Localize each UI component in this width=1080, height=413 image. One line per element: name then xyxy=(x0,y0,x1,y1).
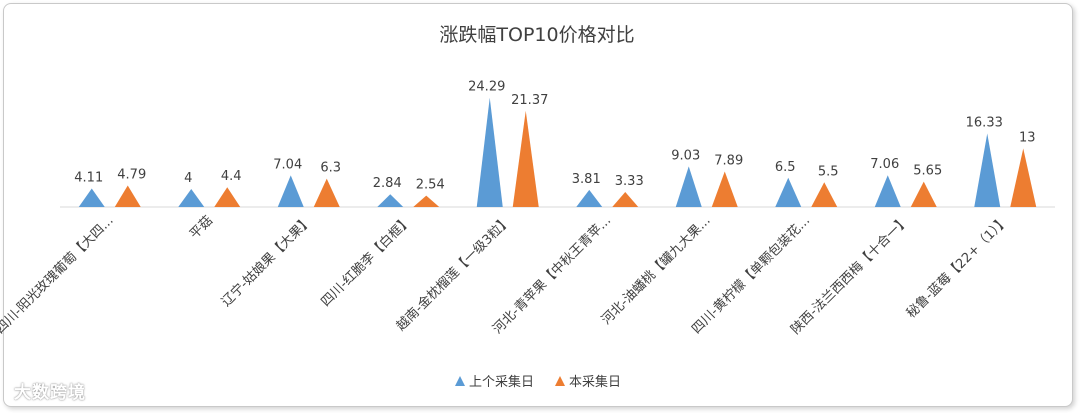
data-label-series-1-0: 4.79 xyxy=(117,167,146,182)
category-tick-label-9: 秘鲁-蓝莓【22+（1）】 xyxy=(904,213,1012,321)
data-label-series-1-9: 13 xyxy=(1019,131,1036,146)
triangle-mark-series-0-9 xyxy=(974,133,1001,207)
triangle-mark-series-0-3 xyxy=(377,194,404,207)
data-label-series-1-4: 21.37 xyxy=(511,93,548,108)
category-tick-label-8: 陕西-法兰西西梅【十合一】 xyxy=(788,213,912,337)
triangle-mark-series-1-9 xyxy=(1010,148,1037,207)
triangle-mark-series-1-7 xyxy=(811,182,838,207)
data-label-series-0-4: 24.29 xyxy=(468,80,505,95)
triangle-mark-series-0-0 xyxy=(78,188,105,207)
triangle-mark-series-0-6 xyxy=(675,166,702,207)
triangle-mark-series-1-5 xyxy=(612,192,639,207)
category-tick-label-6: 河北-油蟠桃【罐九大果... xyxy=(599,213,714,328)
legend-label-0: 上个采集日 xyxy=(469,374,534,390)
triangle-mark-series-1-6 xyxy=(711,171,738,207)
data-label-series-1-1: 4.4 xyxy=(221,169,242,184)
triangle-mark-series-1-3 xyxy=(413,195,440,207)
data-label-series-0-2: 7.04 xyxy=(273,157,302,172)
data-label-series-1-8: 5.65 xyxy=(913,164,942,179)
data-label-series-0-3: 2.84 xyxy=(373,176,402,191)
legend-marker-0 xyxy=(455,376,465,386)
category-tick-label-2: 辽宁-姑娘果【大果】 xyxy=(218,213,315,310)
data-label-series-0-8: 7.06 xyxy=(870,157,899,172)
triangle-mark-series-1-1 xyxy=(214,187,241,207)
data-label-series-0-5: 3.81 xyxy=(572,172,601,187)
triangle-mark-series-1-4 xyxy=(512,110,539,207)
category-tick-label-5: 河北-青苹果【中秋王青苹... xyxy=(490,213,614,337)
data-label-series-0-0: 4.11 xyxy=(74,171,103,186)
triangle-mark-series-0-5 xyxy=(576,189,603,207)
data-label-series-1-6: 7.89 xyxy=(714,153,743,168)
triangle-mark-series-1-8 xyxy=(910,181,937,207)
category-tick-label-0: 四川-阳光玫瑰葡萄【大四... xyxy=(0,213,117,338)
watermark-logo: 大数跨境 xyxy=(14,383,86,403)
triangle-mark-series-0-2 xyxy=(277,175,304,207)
data-label-series-0-1: 4 xyxy=(184,171,192,186)
triangle-mark-series-0-8 xyxy=(874,175,901,207)
data-label-series-1-5: 3.33 xyxy=(615,174,644,189)
legend-marker-1 xyxy=(555,376,565,386)
data-label-series-1-3: 2.54 xyxy=(416,178,445,193)
legend-label-1: 本采集日 xyxy=(569,374,621,390)
category-tick-label-7: 四川-黄柠檬【单颗包装花... xyxy=(689,213,814,338)
category-tick-label-3: 四川-红脆李【白框】 xyxy=(318,213,415,310)
triangle-mark-series-0-7 xyxy=(775,177,802,207)
triangle-mark-series-0-1 xyxy=(178,189,205,207)
data-label-series-0-6: 9.03 xyxy=(671,148,700,163)
chart-title: 涨跌幅TOP10价格对比 xyxy=(439,24,635,46)
data-label-series-1-2: 6.3 xyxy=(320,161,341,176)
data-label-series-0-9: 16.33 xyxy=(966,116,1003,131)
category-tick-label-4: 越南-金枕榴莲【一级3粒】 xyxy=(393,213,515,335)
data-label-series-0-7: 6.5 xyxy=(775,160,796,175)
triangle-mark-series-0-4 xyxy=(476,97,503,207)
triangle-mark-series-1-2 xyxy=(313,178,340,207)
category-tick-label-1: 平菇 xyxy=(187,213,216,242)
triangle-mark-series-1-0 xyxy=(114,185,141,207)
data-label-series-1-7: 5.5 xyxy=(818,164,839,179)
